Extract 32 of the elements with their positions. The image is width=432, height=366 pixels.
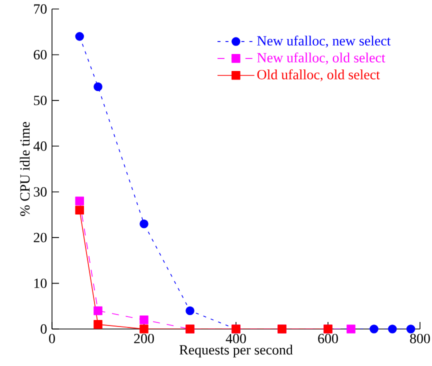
y-tick-label: 0 [40, 324, 47, 334]
legend-label: New ufalloc, new select [257, 36, 391, 48]
y-tick-label: 40 [33, 141, 47, 151]
point [94, 320, 102, 329]
point [140, 219, 148, 228]
x-tick-label: 800 [410, 334, 430, 344]
point [186, 306, 194, 316]
point [370, 324, 378, 334]
y-tick-label: 10 [34, 278, 47, 288]
point [140, 315, 148, 324]
x-tick-label: 0 [49, 334, 55, 344]
point [346, 324, 356, 334]
point [388, 324, 397, 334]
x-tick-label: 600 [318, 334, 338, 344]
x-tick-label: 200 [134, 334, 154, 344]
y-axis-title: % CPU idle time [20, 122, 30, 216]
point [140, 324, 148, 334]
point [94, 306, 102, 316]
y-tick-label: 30 [34, 187, 47, 197]
y-tick-label: 70 [34, 4, 47, 14]
x-tick-label: 400 [226, 334, 246, 344]
legend-label: New ufalloc, old select [257, 52, 386, 64]
point [75, 206, 84, 215]
y-tick-label: 50 [34, 96, 47, 106]
point [75, 196, 84, 206]
point [406, 324, 416, 334]
point [75, 32, 84, 41]
x-axis-title: Requests per second [179, 344, 293, 358]
point [94, 82, 102, 92]
y-tick-label: 60 [34, 50, 47, 60]
legend-label: Old ufalloc, old select [257, 69, 380, 82]
y-tick-label: 20 [34, 232, 47, 242]
